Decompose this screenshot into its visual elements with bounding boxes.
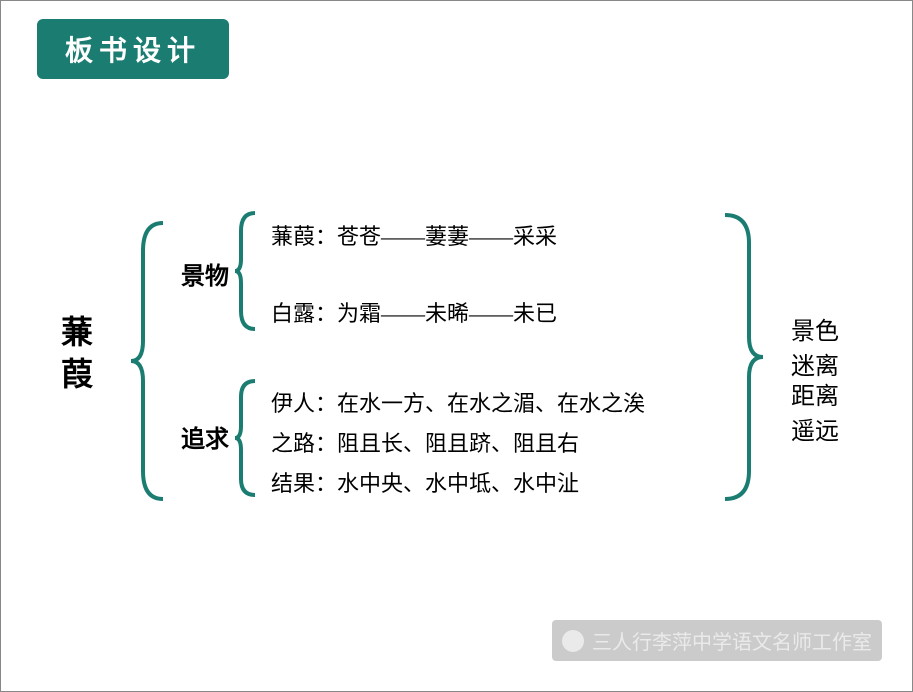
root-char-1: 葭 (61, 353, 93, 395)
category-jingwu: 景物 (181, 256, 229, 291)
title-badge: 板书设计 (37, 19, 229, 79)
root-open-bracket (129, 221, 169, 501)
summary-line-2: 距离遥远 (791, 376, 861, 446)
jingwu-line-2: 白露：为霜——未晞——未已 (271, 296, 557, 328)
summary-line-1: 景色迷离 (791, 311, 861, 381)
zhuiqiu-line-3: 结果：水中央、水中坻、水中沚 (271, 466, 579, 498)
category-zhuiqiu: 追求 (181, 419, 229, 454)
wechat-icon (562, 630, 584, 652)
jingwu-line-1: 蒹葭：苍苍——萋萋——采采 (271, 219, 557, 251)
zhuiqiu-line-1: 伊人：在水一方、在水之湄、在水之涘 (271, 386, 645, 418)
jingwu-open-bracket (233, 211, 261, 331)
root-label: 蒹葭 (61, 311, 93, 395)
close-bracket (721, 213, 765, 501)
zhuiqiu-line-2: 之路：阻且长、阻且跻、阻且右 (271, 426, 579, 458)
root-char-0: 蒹 (61, 311, 93, 353)
watermark: 三人行李萍中学语文名师工作室 (552, 620, 882, 661)
diagram-container: 蒹葭 景物 蒹葭：苍苍——萋萋——采采 白露：为霜——未晞——未已 追求 伊人：… (61, 201, 861, 541)
zhuiqiu-open-bracket (233, 379, 261, 497)
watermark-text: 三人行李萍中学语文名师工作室 (592, 626, 872, 655)
